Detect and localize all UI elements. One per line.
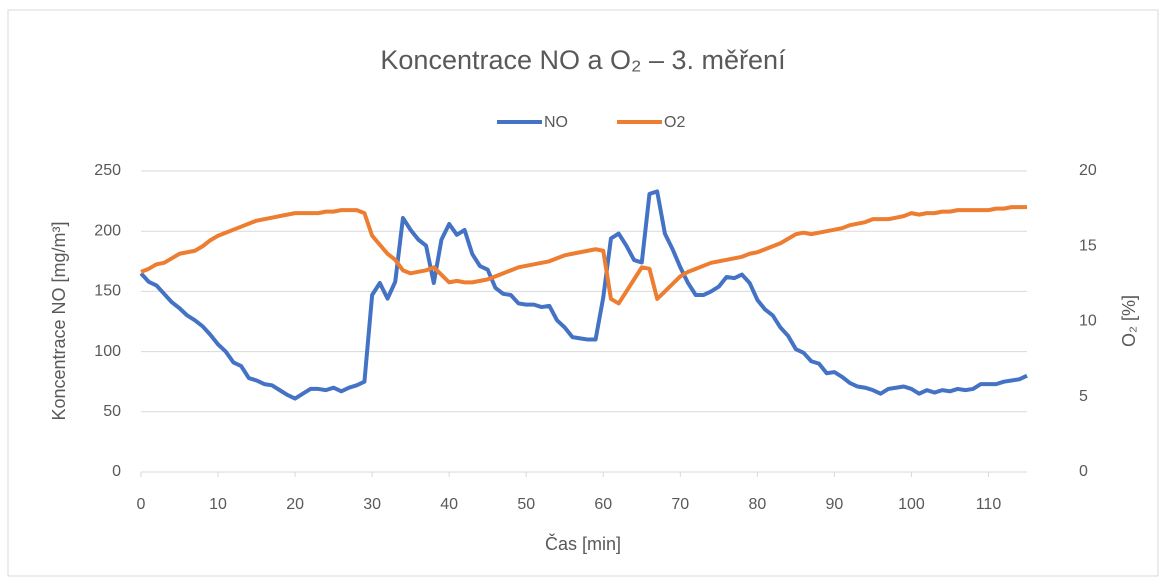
line-series bbox=[139, 189, 1028, 401]
line-series bbox=[140, 205, 1027, 306]
x-tick-label: 60 bbox=[594, 496, 612, 513]
legend-label: NO bbox=[544, 114, 568, 131]
y-tick-label: 100 bbox=[94, 343, 121, 360]
x-tick-label: 110 bbox=[976, 496, 1002, 513]
x-axis-label: Čas [min] bbox=[545, 533, 621, 554]
y-tick-label: 0 bbox=[112, 463, 121, 480]
chart-frame bbox=[7, 9, 1159, 577]
legend-label: O2 bbox=[664, 114, 685, 131]
x-tick-label: 10 bbox=[209, 496, 227, 513]
y2-tick-label: 20 bbox=[1079, 162, 1097, 179]
x-tick-label: 20 bbox=[286, 496, 304, 513]
x-tick-label: 90 bbox=[825, 496, 843, 513]
x-tick-label: 0 bbox=[137, 496, 146, 513]
y2-tick-label: 0 bbox=[1079, 463, 1088, 480]
x-tick-label: 30 bbox=[363, 496, 381, 513]
x-tick-label: 100 bbox=[898, 496, 925, 513]
y-tick-label: 50 bbox=[103, 403, 121, 420]
y2-tick-label: 5 bbox=[1079, 388, 1088, 405]
y2-tick-label: 15 bbox=[1079, 237, 1097, 254]
y2-axis-label: O₂ [%] bbox=[1119, 295, 1139, 347]
x-tick-label: 50 bbox=[517, 496, 535, 513]
y-tick-label: 150 bbox=[94, 283, 121, 300]
y-tick-label: 200 bbox=[94, 222, 121, 239]
y2-tick-label: 10 bbox=[1079, 313, 1097, 330]
x-tick-label: 80 bbox=[748, 496, 766, 513]
y-tick-label: 250 bbox=[94, 162, 121, 179]
x-tick-label: 70 bbox=[671, 496, 689, 513]
chart-title: Koncentrace NO a O₂ – 3. měření bbox=[380, 45, 786, 75]
y-axis-label: Koncentrace NO [mg/m³] bbox=[49, 221, 69, 420]
x-tick-label: 40 bbox=[440, 496, 458, 513]
